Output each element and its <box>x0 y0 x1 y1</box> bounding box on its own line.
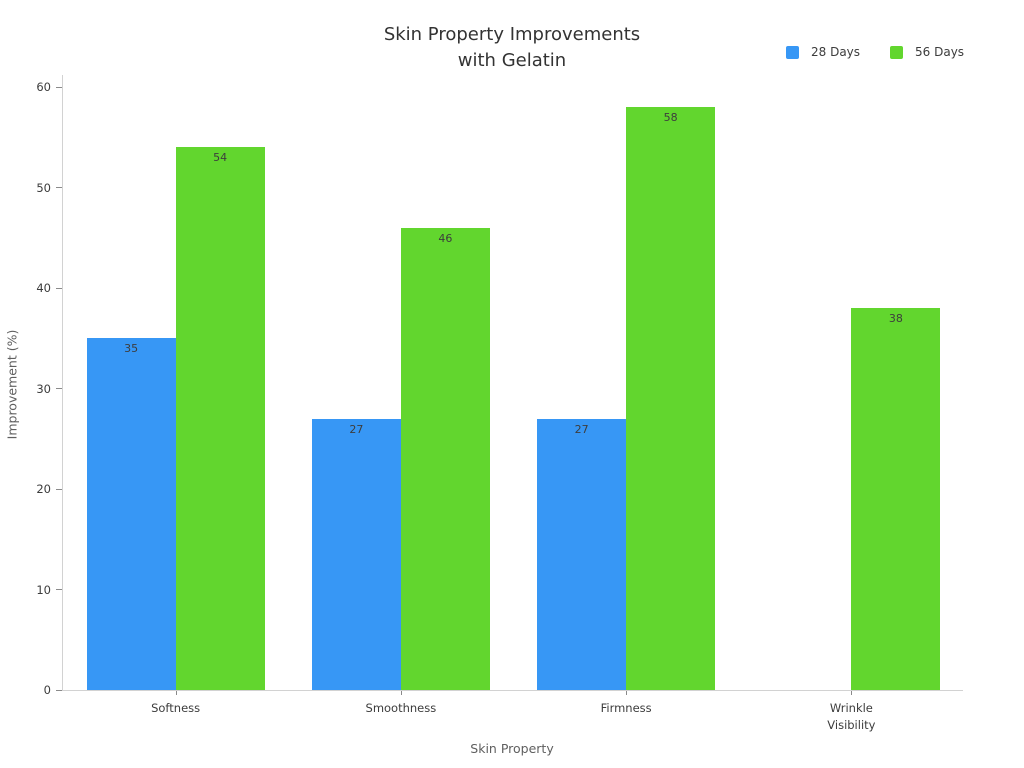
y-tick-label: 20 <box>36 482 51 496</box>
legend-swatch-56-days <box>890 45 904 59</box>
y-tick-label: 0 <box>43 683 51 697</box>
bar-value-label: 27 <box>574 422 589 436</box>
x-axis-tick <box>851 691 853 695</box>
legend: 28 Days 56 Days <box>786 45 964 59</box>
x-tick-label-wrinkle-visibility: Wrinkle Visibility <box>827 701 876 732</box>
x-axis-title: Skin Property <box>470 741 554 756</box>
legend-item-28-days: 28 Days <box>786 45 860 59</box>
y-tick-label: 10 <box>36 582 51 597</box>
x-tick-label-softness: Softness <box>151 701 201 715</box>
y-axis-tick <box>56 689 62 691</box>
bar-56-days-smoothness: 46 <box>400 227 490 690</box>
bar-value-label: 35 <box>124 342 139 356</box>
y-tick-label: 40 <box>36 281 51 295</box>
legend-label: 28 Days <box>811 45 861 59</box>
legend-item-56-days: 56 Days <box>890 45 964 59</box>
bar-value-label: 38 <box>888 312 903 326</box>
bar-28-days-firmness: 27 <box>537 418 627 690</box>
bar-value-label: 54 <box>213 151 228 165</box>
bar-56-days-firmness: 58 <box>626 107 716 690</box>
y-tick-label: 30 <box>36 381 51 396</box>
x-axis-tick <box>175 691 177 695</box>
legend-swatch-28-days <box>786 45 799 59</box>
y-axis-tick <box>56 488 62 490</box>
y-axis-tick <box>56 86 62 88</box>
y-axis-tick <box>56 287 62 289</box>
x-tick-label-smoothness: Smoothness <box>365 701 437 715</box>
bar-value-label: 46 <box>438 231 453 245</box>
bar-56-days-softness: 54 <box>175 147 265 690</box>
x-axis-tick <box>400 691 402 695</box>
bar-value-label: 58 <box>663 111 678 125</box>
y-axis-tick <box>56 388 62 389</box>
bar-56-days-wrinkle-visibility: 38 <box>851 308 941 690</box>
chart-title: Skin Property Improvements with Gelatin <box>383 24 641 72</box>
plot-area: 0 10 20 30 40 50 60 Softness 35 54 Smoothness 27 46 F… <box>36 75 963 732</box>
x-tick-label-firmness: Firmness <box>600 701 652 715</box>
x-axis-tick <box>626 691 628 695</box>
y-axis-tick <box>56 187 62 188</box>
bar-28-days-smoothness: 27 <box>311 418 401 690</box>
legend-label: 56 Days <box>915 45 965 59</box>
y-tick-label: 50 <box>36 180 51 195</box>
bar-28-days-softness: 35 <box>86 338 176 690</box>
bar-value-label: 27 <box>349 422 364 436</box>
y-tick-label: 60 <box>36 80 51 94</box>
y-axis-tick <box>56 589 62 590</box>
